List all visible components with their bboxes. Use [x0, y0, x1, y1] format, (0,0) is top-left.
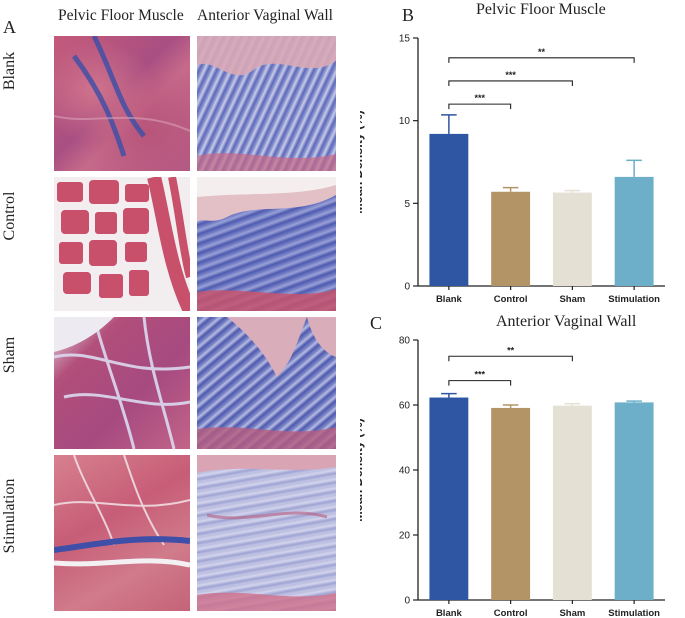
- chart-c-y-axis-label: Mean Density (%): [360, 418, 365, 522]
- chart-b-x-tick-label-control: Control: [494, 294, 528, 305]
- chart-b-bar-sham: [552, 192, 592, 286]
- chart-c-y-tick-label: 60: [399, 401, 411, 412]
- panel-letter-a: A: [3, 17, 16, 37]
- panel-letter-c: C: [370, 313, 383, 333]
- chart-c-y-tick-label: 80: [399, 336, 411, 347]
- chart-pelvic-floor-muscle: 0 5 10 15 Mean Density (%) Blank Control Sham St…: [360, 34, 665, 305]
- chart-c-bar-sham: [552, 405, 592, 600]
- chart-b-x-tick-label-stimulation: Stimulation: [608, 294, 660, 305]
- chart-b-significance-label-1: ***: [505, 70, 516, 80]
- chart-c-y-tick-label: 20: [399, 531, 411, 542]
- chart-c-x-tick-label-control: Control: [494, 608, 528, 618]
- chart-b-x-tick-label-blank: Blank: [436, 294, 463, 305]
- chart-b-bar-control: [491, 191, 531, 286]
- chart-c-x-tick-label-sham: Sham: [559, 608, 585, 618]
- chart-c-bar-stimulation: [614, 402, 654, 600]
- micrograph-sham-vaginal-wall: [197, 317, 336, 449]
- chart-b-significance-bracket-2: [448, 57, 635, 63]
- chart-b-bar-blank: [429, 133, 469, 286]
- chart-b-x-tick-label-sham: Sham: [559, 294, 585, 305]
- chart-c-significance-bracket-1: [448, 355, 573, 362]
- chart-b-y-tick-label: 10: [399, 116, 411, 127]
- chart-c-y-tick-label: 0: [404, 596, 410, 607]
- chart-b-y-tick-label: 0: [404, 282, 410, 293]
- micrograph-control-muscle: [54, 177, 190, 311]
- chart-c-x-tick-label-stimulation: Stimulation: [608, 608, 660, 618]
- chart-b-significance-bracket-0: [448, 103, 512, 110]
- column-header-pelvic-floor-muscle: Pelvic Floor Muscle: [58, 7, 184, 24]
- chart-b-y-tick-label: 5: [404, 199, 410, 210]
- micrograph-stimulation-vaginal-wall: [197, 455, 336, 611]
- column-header-anterior-vaginal-wall: Anterior Vaginal Wall: [197, 7, 333, 24]
- micrograph-blank-vaginal-wall: [197, 36, 336, 171]
- panel-letter-b: B: [402, 5, 415, 25]
- row-label-control: Control: [1, 191, 18, 241]
- chart-c-title: Anterior Vaginal Wall: [496, 313, 637, 330]
- chart-c-significance-bracket-0: [448, 380, 512, 386]
- micrograph-blank-muscle: [54, 36, 190, 171]
- chart-b-y-tick-label: 15: [399, 34, 411, 45]
- chart-b-title: Pelvic Floor Muscle: [476, 1, 606, 18]
- row-label-blank: Blank: [1, 51, 18, 91]
- chart-b-significance-bracket-1: [448, 80, 573, 86]
- chart-b-significance-label-0: ***: [474, 93, 485, 103]
- micrograph-sham-muscle: [54, 317, 190, 449]
- chart-c-bar-blank: [429, 397, 469, 600]
- row-label-sham: Sham: [1, 336, 18, 374]
- chart-c-x-tick-label-blank: Blank: [436, 608, 463, 618]
- chart-b-y-axis-label: Mean Density (%): [360, 110, 365, 214]
- chart-c-significance-label-1: **: [507, 345, 515, 355]
- chart-c-significance-label-0: ***: [474, 370, 485, 380]
- row-label-stimulation: Stimulation: [1, 478, 18, 554]
- chart-anterior-vaginal-wall: 0 20 40 60 80 Mean Density (%) Blank Control Sha…: [360, 336, 665, 618]
- micrograph-stimulation-muscle: [54, 455, 190, 611]
- chart-b-bar-stimulation: [614, 176, 654, 286]
- chart-c-y-tick-label: 40: [399, 466, 411, 477]
- chart-b-significance-label-2: **: [538, 47, 546, 57]
- chart-c-bar-control: [491, 407, 531, 600]
- micrograph-control-vaginal-wall: [197, 177, 336, 311]
